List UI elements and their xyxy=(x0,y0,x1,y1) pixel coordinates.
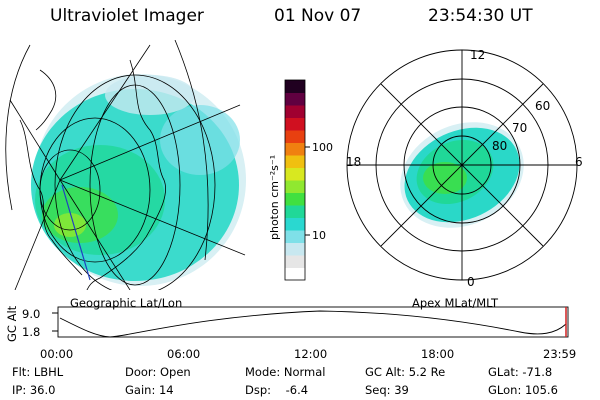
colorbar-segment xyxy=(285,255,305,268)
orbit-timeline: 9.0 1.8 GC Alt 00:00 06:00 12:00 18:00 2… xyxy=(5,305,576,361)
mlat-label-60: 60 xyxy=(535,99,550,113)
info-flt: Flt: LBHL xyxy=(12,365,64,379)
colorbar-segment xyxy=(285,105,305,118)
mlt-label-18: 18 xyxy=(346,155,361,169)
mlat-label-80: 80 xyxy=(492,139,507,153)
colorbar-segment xyxy=(285,205,305,218)
gc-alt-curve xyxy=(59,310,567,338)
info-seq: Seq: 39 xyxy=(365,383,409,397)
colorbar-segment xyxy=(285,242,305,256)
colorbar-segment xyxy=(285,80,305,93)
geo-graticule xyxy=(5,40,246,290)
coastline-continent xyxy=(86,59,166,290)
x-tick-label-1800: 18:00 xyxy=(421,347,454,361)
mlt-label-12: 12 xyxy=(470,48,485,62)
apex-grid xyxy=(346,49,578,281)
y-tick-label-1-8: 1.8 xyxy=(22,325,40,339)
mlt-label-0: 0 xyxy=(467,275,475,289)
time-label: 23:54:30 UT xyxy=(428,6,533,26)
colorbar-segment xyxy=(285,217,305,231)
info-mode: Mode: Normal xyxy=(245,365,326,379)
colorbar-segment xyxy=(285,180,305,193)
info-glat: GLat: -71.8 xyxy=(488,365,553,379)
info-gc-alt: GC Alt: 5.2 Re xyxy=(365,365,446,379)
colorbar-frame xyxy=(284,79,306,281)
date-label: 01 Nov 07 xyxy=(274,6,362,26)
satellite-track xyxy=(61,184,91,281)
geo-emission-faint-top xyxy=(105,75,195,115)
x-tick-label-1200: 12:00 xyxy=(294,347,327,361)
info-door: Door: Open xyxy=(125,365,191,379)
colorbar-tick-label-10: 10 xyxy=(312,229,326,242)
x-tick-label-0000: 00:00 xyxy=(40,347,73,361)
apex-emission-core xyxy=(423,162,467,194)
colorbar-segment xyxy=(285,117,305,131)
colorbar-segment xyxy=(285,130,305,143)
x-tick-label-0600: 06:00 xyxy=(167,347,200,361)
instrument-title: Ultraviolet Imager xyxy=(50,6,204,26)
colorbar-tick-label-100: 100 xyxy=(312,141,333,154)
geo-emission-bright xyxy=(54,213,86,237)
colorbar-segment xyxy=(285,92,305,106)
y-tick-label-9: 9.0 xyxy=(22,307,40,321)
mlt-label-6: 6 xyxy=(575,155,583,169)
info-ip: IP: 36.0 xyxy=(12,383,56,397)
colorbar-segment xyxy=(285,167,305,181)
x-tick-label-2359: 23:59 xyxy=(543,347,576,361)
colorbar-segment xyxy=(285,155,305,168)
coastline-island xyxy=(35,69,57,131)
colorbar-unit-label: photon cm⁻²s⁻¹ xyxy=(268,155,281,240)
geo-emission-faint-east xyxy=(160,105,240,175)
info-gain: Gain: 14 xyxy=(125,383,174,397)
apex-polar-panel: 12 18 6 0 60 70 80 xyxy=(346,48,583,289)
geographic-map-panel xyxy=(5,40,246,290)
colorbar-segment xyxy=(285,230,305,243)
timeline-frame xyxy=(57,306,569,338)
info-glon: GLon: 105.6 xyxy=(488,383,558,397)
geographic-panel-label: Geographic Lat/Lon xyxy=(70,296,183,310)
colorbar: 100 10 photon cm⁻²s⁻¹ xyxy=(268,79,333,281)
colorbar-segment xyxy=(285,192,305,206)
info-dsp: Dsp: -6.4 xyxy=(245,383,309,397)
timeline-ylabel: GC Alt xyxy=(5,305,19,342)
colorbar-segment xyxy=(285,142,305,156)
coastline-west xyxy=(19,119,83,276)
apex-panel-label: Apex MLat/MLT xyxy=(412,296,499,310)
mlat-label-70: 70 xyxy=(512,121,527,135)
colorbar-segment xyxy=(285,267,305,281)
